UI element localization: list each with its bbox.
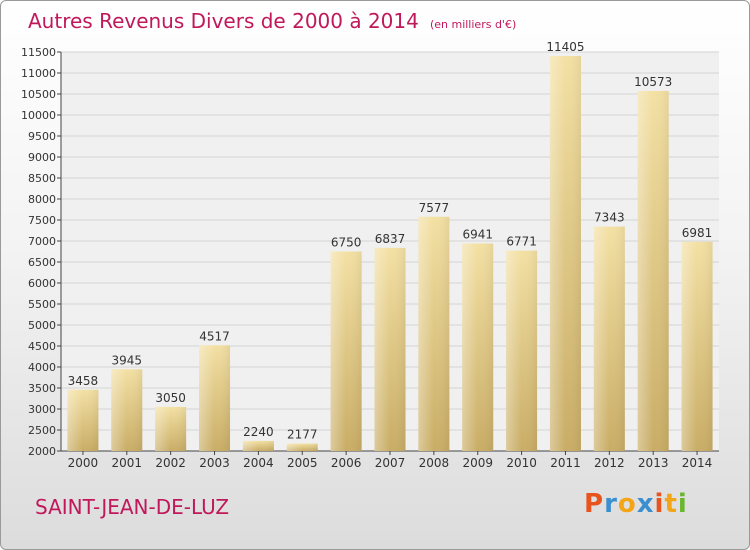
x-tick-label: 2014 [682,456,713,470]
bar-shade [242,440,274,451]
y-tick-label: 5500 [28,298,56,311]
y-tick-label: 6000 [28,277,56,290]
y-tick-label: 6500 [28,256,56,269]
y-tick-label: 10000 [21,109,56,122]
x-tick-label: 2003 [199,456,230,470]
x-tick-label: 2001 [112,456,143,470]
bar-value-label: 6981 [682,226,713,240]
y-tick-label: 5000 [28,319,56,332]
logo-letter: P [584,489,605,519]
x-tick-label: 2007 [375,456,406,470]
y-tick-label: 10500 [21,88,56,101]
x-tick-label: 2010 [506,456,537,470]
x-tick-label: 2012 [594,456,625,470]
bar-value-label: 4517 [199,329,230,343]
bar-value-label: 7343 [594,211,625,225]
bar-shade [462,243,494,451]
logo-letter: r [604,489,618,519]
x-tick-label: 2008 [419,456,450,470]
logo-letter: o [617,489,637,519]
bar-shade [637,90,669,452]
y-tick-label: 4500 [28,340,56,353]
y-tick-label: 2500 [28,424,56,437]
y-tick-label: 9000 [28,151,56,164]
y-tick-label: 11000 [21,67,56,80]
bar-value-label: 7577 [419,201,450,215]
title-text: Autres Revenus Divers de 2000 à 2014 [28,9,419,33]
bar-shade [593,226,625,451]
bar-value-label: 2177 [287,428,318,442]
y-tick-label: 4000 [28,361,56,374]
bar-value-label: 6837 [375,232,406,246]
bar-shade [67,389,99,451]
bar-shade [374,247,406,451]
logo-letter: i [654,489,665,519]
x-tick-label: 2002 [155,456,186,470]
bar-value-label: 10573 [634,75,672,89]
y-tick-label: 7000 [28,235,56,248]
x-tick-label: 2004 [243,456,274,470]
bar-value-label: 6941 [462,227,493,241]
bar-shade [549,55,581,452]
bar-shade [506,250,538,451]
y-tick-label: 9500 [28,130,56,143]
x-tick-label: 2000 [68,456,99,470]
x-tick-label: 2006 [331,456,362,470]
bar-shade [199,345,231,451]
y-tick-label: 3500 [28,382,56,395]
bar-shade [286,443,318,451]
bar-value-label: 3945 [112,353,143,367]
y-tick-label: 8500 [28,172,56,185]
logo-letter: i [677,489,688,519]
proxiti-logo: Proxiti [584,489,688,519]
logo-letter: x [636,489,655,519]
x-tick-label: 2005 [287,456,318,470]
bar-shade [111,369,143,451]
city-name: SAINT-JEAN-DE-LUZ [35,495,230,519]
logo-letter: t [664,489,678,519]
bar-value-label: 6750 [331,236,362,250]
bar-value-label: 3050 [155,391,186,405]
unit-note: (en milliers d'€) [429,18,517,31]
y-tick-label: 8000 [28,193,56,206]
x-tick-label: 2011 [550,456,581,470]
x-tick-label: 2013 [638,456,669,470]
chart-title: Autres Revenus Divers de 2000 à 2014 (en… [28,9,516,33]
bar-value-label: 6771 [506,235,537,249]
y-tick-label: 11500 [21,46,56,59]
x-tick-label: 2009 [462,456,493,470]
bar-shade [681,241,713,451]
bar-shade [155,406,187,451]
bar-shade [330,251,362,451]
bar-value-label: 11405 [546,40,584,54]
bar-value-label: 2240 [243,425,274,439]
y-tick-label: 7500 [28,214,56,227]
y-tick-label: 3000 [28,403,56,416]
bar-shade [418,216,450,451]
bar-value-label: 3458 [68,374,99,388]
y-tick-label: 2000 [28,445,56,458]
